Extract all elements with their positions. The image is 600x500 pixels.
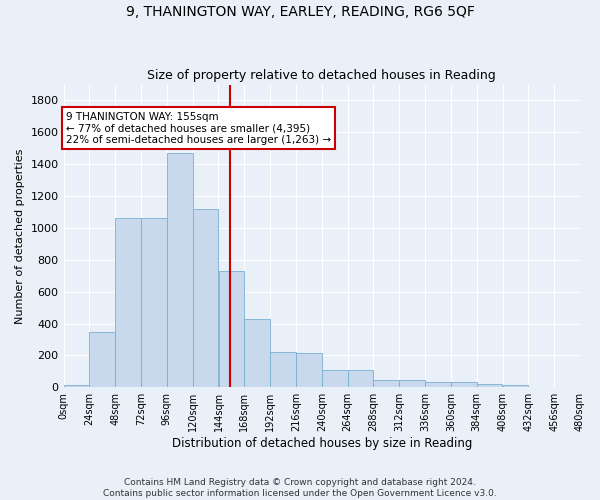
Y-axis label: Number of detached properties: Number of detached properties (15, 148, 25, 324)
Bar (451, 382, 476, 388)
Bar (193, 209, 218, 388)
Bar (89, 332, 115, 388)
Bar (529, 386, 554, 388)
Bar (115, 218, 141, 388)
Bar (218, 271, 244, 388)
Text: 9 THANINGTON WAY: 155sqm
← 77% of detached houses are smaller (4,395)
22% of sem: 9 THANINGTON WAY: 155sqm ← 77% of detach… (65, 112, 331, 145)
Bar (347, 370, 373, 388)
Bar (425, 382, 451, 388)
Bar (373, 380, 399, 388)
Bar (270, 352, 296, 388)
Text: Contains HM Land Registry data © Crown copyright and database right 2024.
Contai: Contains HM Land Registry data © Crown c… (103, 478, 497, 498)
X-axis label: Distribution of detached houses by size in Reading: Distribution of detached houses by size … (172, 437, 472, 450)
Bar (296, 353, 322, 388)
Title: Size of property relative to detached houses in Reading: Size of property relative to detached ho… (148, 69, 496, 82)
Bar (244, 319, 270, 388)
Text: 9, THANINGTON WAY, EARLEY, READING, RG6 5QF: 9, THANINGTON WAY, EARLEY, READING, RG6 … (125, 5, 475, 19)
Bar (400, 380, 425, 388)
Bar (322, 370, 347, 388)
Bar (503, 386, 528, 388)
Bar (141, 218, 167, 388)
Bar (167, 153, 193, 388)
Bar (64, 385, 89, 388)
Bar (477, 384, 502, 388)
